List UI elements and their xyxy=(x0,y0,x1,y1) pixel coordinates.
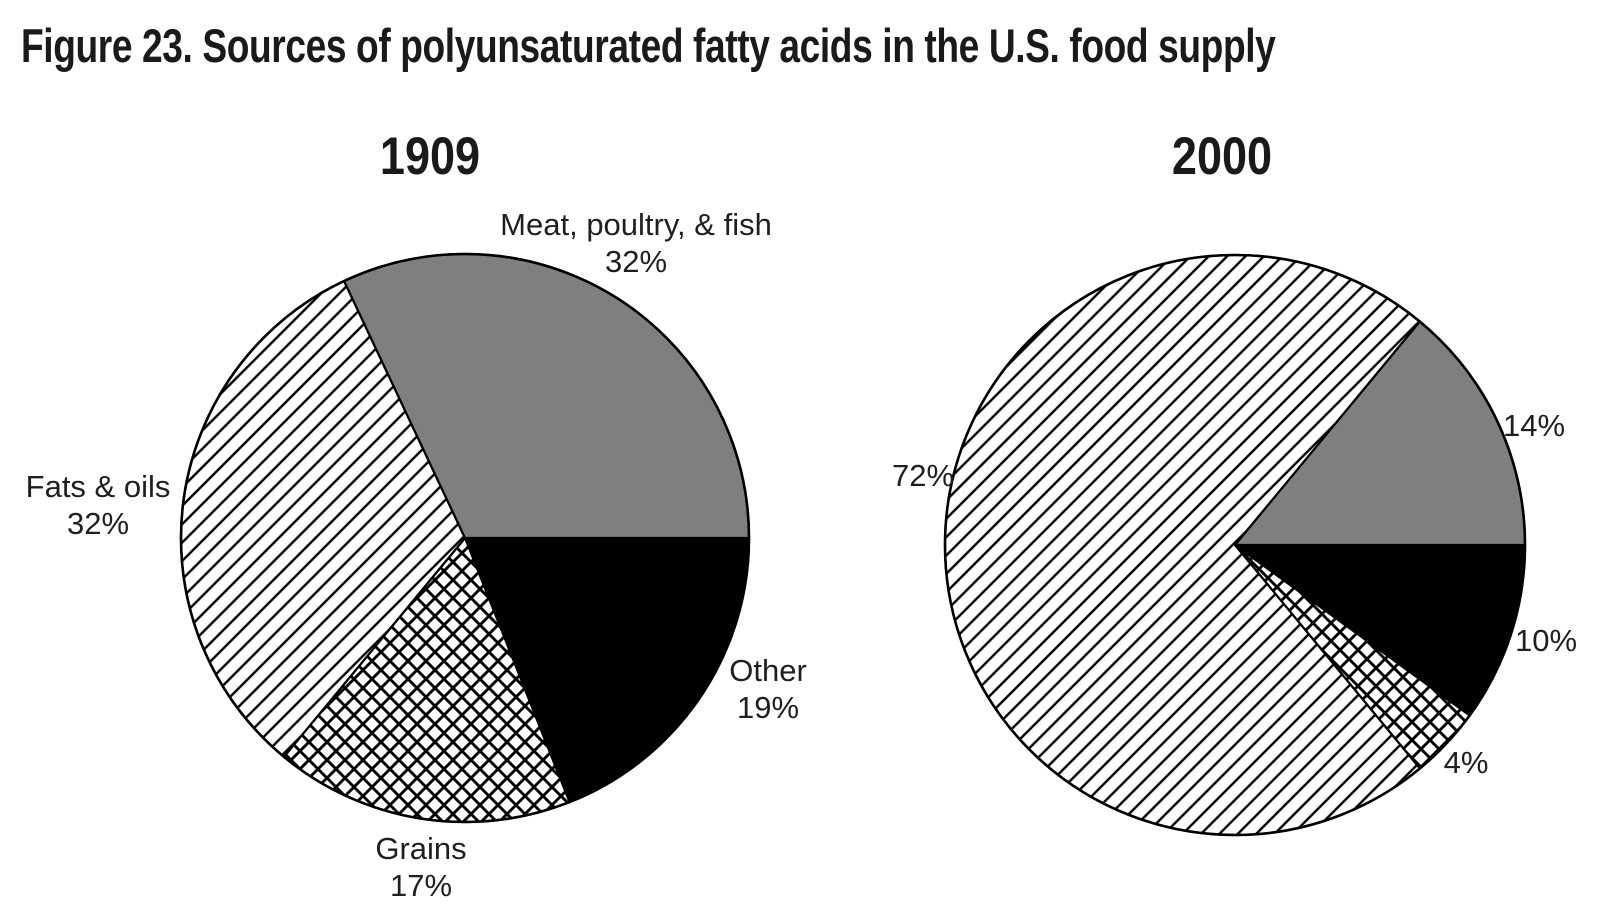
slice-label-other-1909-name: Other xyxy=(729,653,807,688)
slice-label-grains-1909-name: Grains xyxy=(375,831,467,866)
slice-label-other-1909: Other 19% xyxy=(729,652,807,726)
slice-label-meat-2000: 14% xyxy=(1503,407,1565,444)
slice-label-meat-1909-name: Meat, poultry, & fish xyxy=(500,207,772,242)
slice-label-meat-1909-pct: 32% xyxy=(604,244,668,279)
slice-label-fats-oils-1909-pct: 32% xyxy=(66,506,130,541)
pie-outline-2000 xyxy=(943,253,1527,837)
slice-label-fats-oils-1909: Fats & oils 32% xyxy=(26,468,171,542)
slice-label-other-2000: 10% xyxy=(1515,622,1577,659)
slice-label-other-2000-pct: 10% xyxy=(1514,623,1578,658)
slice-label-meat-2000-pct: 14% xyxy=(1502,408,1566,443)
pie-chart-2000 xyxy=(943,253,1527,837)
slice-label-meat-1909: Meat, poultry, & fish 32% xyxy=(500,206,772,280)
slice-label-grains-2000-pct: 4% xyxy=(1443,745,1489,780)
pie-chart-1909 xyxy=(179,252,751,824)
figure-title: Figure 23. Sources of polyunsaturated fa… xyxy=(21,19,1276,72)
pie-title-2000: 2000 xyxy=(1171,127,1273,186)
pie-outline-1909 xyxy=(179,252,751,824)
slice-label-grains-1909-pct: 17% xyxy=(389,868,453,903)
slice-label-fats-oils-2000: 72% xyxy=(892,457,954,494)
pie-title-1909: 1909 xyxy=(379,127,481,186)
slice-label-fats-oils-2000-pct: 72% xyxy=(891,458,955,493)
slice-label-fats-oils-1909-name: Fats & oils xyxy=(25,469,171,504)
slice-label-grains-2000: 4% xyxy=(1444,744,1489,781)
slice-label-grains-1909: Grains 17% xyxy=(375,830,466,904)
slice-label-other-1909-pct: 19% xyxy=(736,690,800,725)
